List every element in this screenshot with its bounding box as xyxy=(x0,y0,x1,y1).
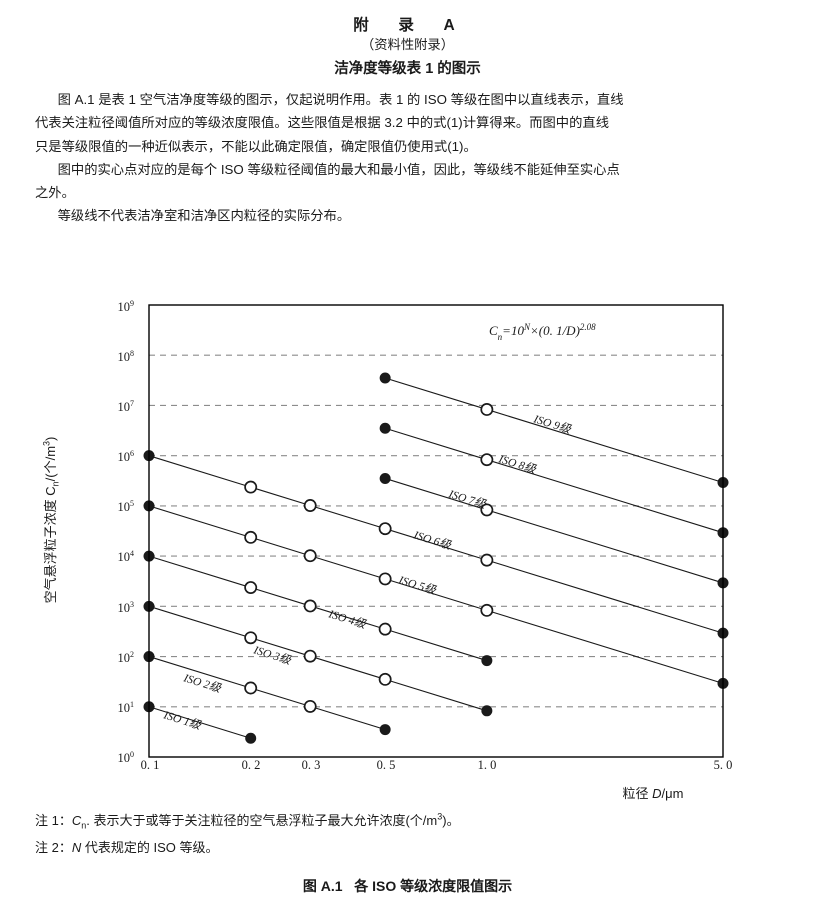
svg-text:ISO 7级: ISO 7级 xyxy=(446,487,489,511)
svg-text:ISO 1级: ISO 1级 xyxy=(161,708,204,732)
svg-text:ISO 4级: ISO 4级 xyxy=(326,607,369,631)
svg-text:Cn=10N×(0. 1/D)2.08: Cn=10N×(0. 1/D)2.08 xyxy=(489,322,596,342)
svg-text:ISO 6级: ISO 6级 xyxy=(411,528,454,552)
svg-text:ISO 2级: ISO 2级 xyxy=(181,671,224,695)
svg-text:ISO 5级: ISO 5级 xyxy=(396,573,439,597)
svg-text:ISO 3级: ISO 3级 xyxy=(251,643,294,667)
svg-text:ISO 9级: ISO 9级 xyxy=(531,412,574,436)
